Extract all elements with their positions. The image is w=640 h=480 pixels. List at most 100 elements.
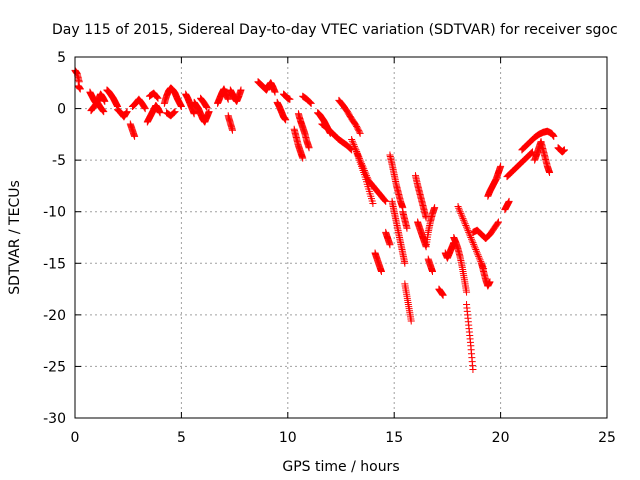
y-axis-label: SDTVAR / TECUs xyxy=(7,180,23,295)
data-point xyxy=(306,99,314,107)
grid-lines xyxy=(75,57,607,418)
x-tick-label: 5 xyxy=(177,430,186,446)
y-tick-label: -20 xyxy=(43,308,66,324)
data-point xyxy=(477,258,485,266)
y-tick-label: -10 xyxy=(43,205,66,221)
data-point xyxy=(460,218,468,226)
data-point xyxy=(123,108,131,116)
data-point xyxy=(153,93,161,101)
data-point xyxy=(497,162,505,170)
y-tick-label: -30 xyxy=(43,411,66,427)
data-point xyxy=(505,197,513,205)
data-point xyxy=(348,136,356,144)
data-point xyxy=(205,108,213,116)
data-point xyxy=(457,209,465,217)
data-point xyxy=(282,116,290,124)
data-point xyxy=(131,132,139,140)
plot-frame xyxy=(74,56,608,419)
data-point xyxy=(474,251,482,259)
data-point xyxy=(456,208,464,216)
y-tick-label: -15 xyxy=(43,256,66,272)
y-tick-label: 5 xyxy=(57,50,66,66)
data-point xyxy=(455,204,463,212)
data-point xyxy=(476,256,484,264)
data-point xyxy=(472,246,480,254)
data-point xyxy=(386,241,394,249)
data-point xyxy=(464,227,472,235)
data-point xyxy=(170,108,178,116)
data-point xyxy=(190,110,198,118)
data-point xyxy=(469,239,477,247)
data-point xyxy=(463,223,471,231)
data-point xyxy=(228,126,236,134)
chart-title: Day 115 of 2015, Sidereal Day-to-day VTE… xyxy=(52,22,618,38)
data-point xyxy=(401,259,409,267)
data-point xyxy=(429,268,437,276)
data-point xyxy=(237,86,245,94)
data-point xyxy=(486,278,494,286)
data-point xyxy=(468,235,476,243)
data-point xyxy=(471,244,479,252)
data-point xyxy=(461,220,469,228)
x-tick-label: 10 xyxy=(279,430,297,446)
data-point xyxy=(177,103,185,111)
data-point xyxy=(382,197,390,205)
axis-ticks: 0 5 10 15 20 25 5 0 -5 -10 -15 -20 -25 -30 xyxy=(43,50,616,446)
data-point xyxy=(123,109,131,117)
data-point xyxy=(463,288,471,296)
data-point xyxy=(171,108,179,116)
data-point xyxy=(407,317,415,325)
data-point xyxy=(202,103,210,111)
data-point xyxy=(348,137,356,145)
data-point xyxy=(377,268,385,276)
data-point xyxy=(101,97,109,105)
data-point xyxy=(550,132,558,140)
data-point xyxy=(458,211,466,219)
data-point xyxy=(350,141,358,149)
data-point xyxy=(141,105,149,113)
data-point xyxy=(154,94,162,102)
data-point xyxy=(460,216,468,224)
data-point xyxy=(224,95,232,103)
data-point xyxy=(349,139,357,147)
data-point xyxy=(380,196,388,204)
data-point xyxy=(560,146,568,154)
data-point xyxy=(465,230,473,238)
data-point xyxy=(458,213,466,221)
data-point xyxy=(122,109,130,117)
data-point xyxy=(100,108,108,116)
data-point xyxy=(468,237,476,245)
data-point xyxy=(307,99,315,107)
data-point xyxy=(355,128,363,136)
data-point xyxy=(271,88,279,96)
x-tick-label: 25 xyxy=(598,430,616,446)
y-tick-label: -25 xyxy=(43,359,66,375)
data-point xyxy=(546,169,554,177)
data-point xyxy=(454,203,462,211)
data-point xyxy=(153,93,161,101)
data-point xyxy=(381,197,389,205)
data-point xyxy=(494,219,502,227)
data-point xyxy=(475,252,483,260)
x-axis-label: GPS time / hours xyxy=(282,459,399,475)
data-point xyxy=(470,242,478,250)
x-tick-label: 0 xyxy=(71,430,80,446)
data-point xyxy=(469,366,477,374)
data-point xyxy=(350,142,358,150)
data-point xyxy=(203,104,211,112)
data-point xyxy=(286,95,294,103)
data-point xyxy=(141,104,149,112)
data-point xyxy=(459,215,467,223)
data-point xyxy=(299,154,307,162)
data-point xyxy=(494,218,502,226)
x-tick-label: 15 xyxy=(385,430,403,446)
data-points xyxy=(71,66,568,374)
data-point xyxy=(351,144,359,152)
data-point xyxy=(140,103,148,111)
data-point xyxy=(202,102,210,110)
data-point xyxy=(170,109,178,117)
data-point xyxy=(473,249,481,257)
data-point xyxy=(472,247,480,255)
data-point xyxy=(470,240,478,248)
